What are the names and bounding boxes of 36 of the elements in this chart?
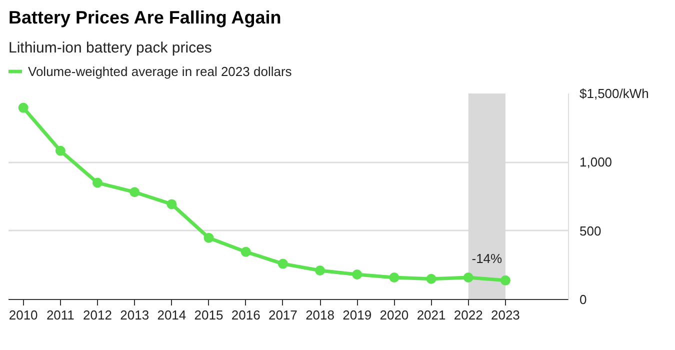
point [352,270,362,280]
y-tick-label: 1,000 [580,154,612,170]
y-tick-label: 500 [580,223,602,238]
annotation: -14% [472,250,503,266]
point [389,272,400,283]
x-tick-label: 2018 [306,308,334,322]
x-tick-label: 2016 [231,308,260,322]
chart-subtitle: Lithium-ion battery pack prices [8,40,212,56]
point [426,274,436,284]
x-tick-label: 2019 [342,308,372,322]
chart-title: Battery Prices Are Falling Again [8,8,282,28]
x-tick-label: 2013 [120,308,150,322]
x-tick-label: 2014 [157,308,186,322]
x-tick-label: 2015 [194,308,224,322]
point [55,146,66,156]
y-tick-label: $1,500/kWh [580,86,649,101]
x-tick-label: 2017 [268,308,298,322]
x-tick-label: 2020 [380,308,409,322]
point [130,187,140,198]
x-tick-label: 2023 [490,308,520,322]
x-tick-label: 2011 [46,308,74,322]
x-tick-label: 2021 [416,308,446,322]
y-tick-label: 0 [580,292,587,307]
point [315,266,326,276]
point [240,246,251,257]
point [92,178,103,188]
x-tick-label: 2010 [8,308,38,322]
point [166,199,177,210]
x-tick-label: 2012 [83,308,112,322]
point [18,102,28,113]
point [463,272,474,283]
x-tick-label: 2022 [454,308,483,322]
point [204,232,214,243]
point [278,258,288,269]
point [500,275,510,286]
legend-label: Volume-weighted average in real 2023 dollars [28,64,292,78]
